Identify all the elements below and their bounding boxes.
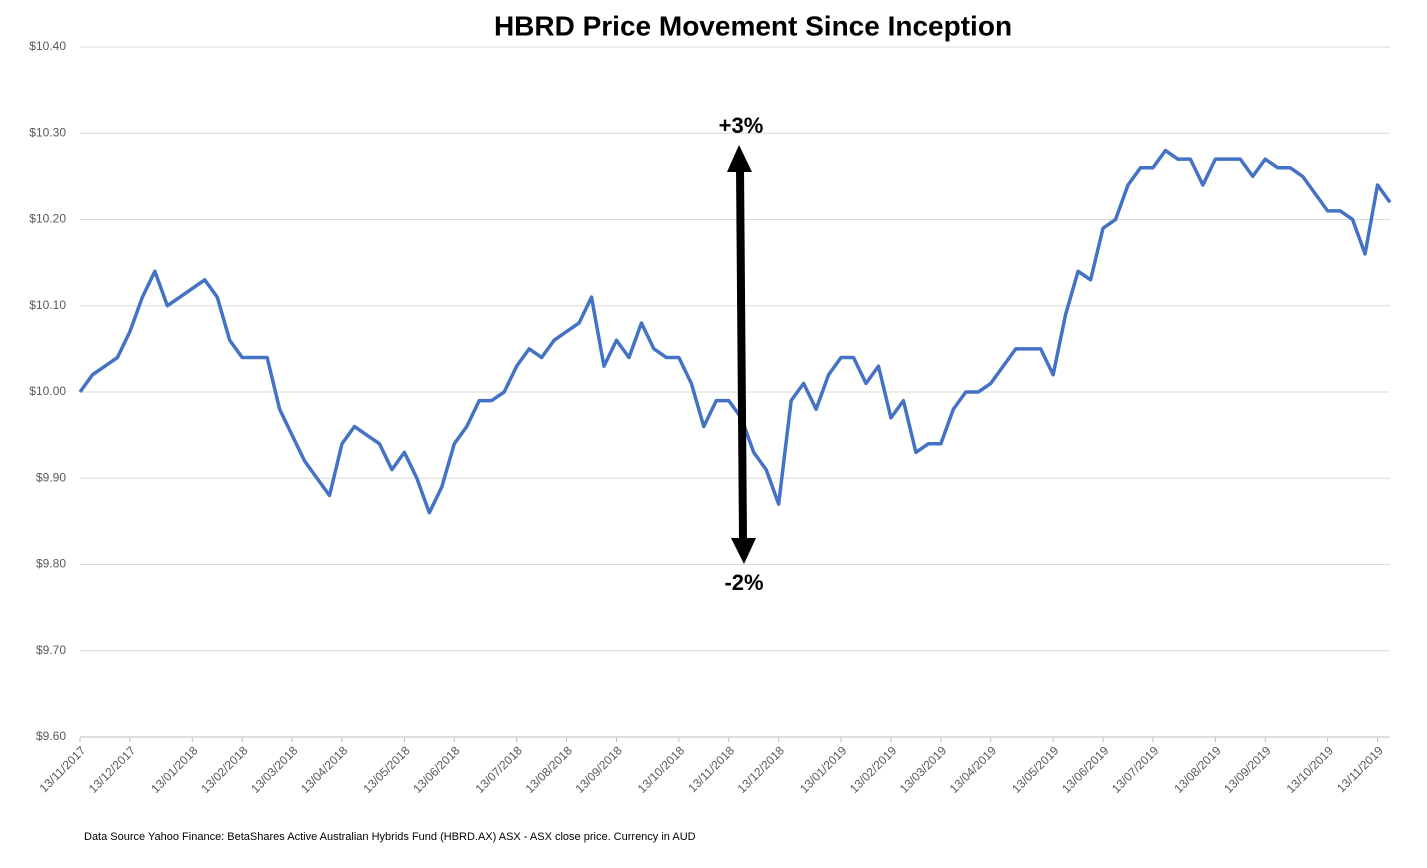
y-tick-label: $9.60 xyxy=(36,729,66,743)
range-arrow xyxy=(727,145,756,564)
y-tick-label: $9.70 xyxy=(36,643,66,657)
arrow-head xyxy=(727,145,752,172)
footnote: Data Source Yahoo Finance: BetaShares Ac… xyxy=(84,831,696,843)
y-tick-label: $9.80 xyxy=(36,557,66,571)
price-line xyxy=(78,148,1392,515)
y-tick-label: $10.40 xyxy=(29,39,66,53)
y-tick-label: $9.90 xyxy=(36,470,66,484)
arrow-shaft xyxy=(736,167,747,541)
y-tick-label: $10.10 xyxy=(29,298,66,312)
annotation: -2% xyxy=(724,570,763,595)
y-tick-label: $10.30 xyxy=(29,125,66,139)
y-tick-label: $10.00 xyxy=(29,384,66,398)
annotation: +3% xyxy=(719,113,764,138)
arrow-head xyxy=(731,538,756,564)
y-tick-label: $10.20 xyxy=(29,212,66,226)
chart-title: HBRD Price Movement Since Inception xyxy=(494,10,1012,41)
